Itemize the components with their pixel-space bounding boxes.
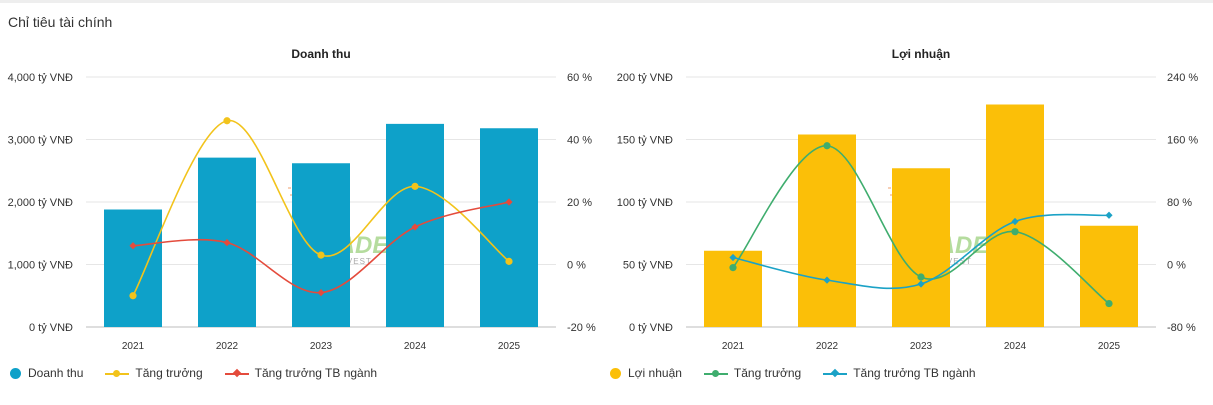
y-right-tick-label: 160 % (1167, 135, 1198, 147)
point-marker (1011, 228, 1019, 236)
legend-label: Doanh thu (28, 366, 84, 380)
legend-item-revenue[interactable]: Doanh thu (10, 366, 83, 380)
point-marker (1011, 217, 1019, 226)
y-right-tick-label: 0 % (1167, 260, 1186, 272)
y-left-tick-label: 0 tỷ VNĐ (29, 322, 73, 334)
revenue-chart-svg: Doanh thu 0 tỷ VNĐ 1,000 tỷ VNĐ 2,000 tỷ VN… (8, 47, 596, 352)
legend-line-diamond-icon (823, 368, 848, 379)
y-left-tick-label: 4,000 tỷ VNĐ (8, 72, 73, 84)
point-marker (917, 273, 925, 281)
y-right-tick-label: 80 % (1167, 197, 1192, 209)
point-marker (1105, 299, 1113, 308)
y-left-tick-label: 2,000 tỷ VNĐ (8, 197, 73, 209)
x-tick-label: 2024 (404, 341, 427, 352)
y-right-tick-label: -20 % (567, 322, 596, 334)
bar-2024 (986, 104, 1044, 327)
point-marker (129, 292, 137, 300)
point-marker (223, 117, 231, 125)
y-right-tick-label: -80 % (1167, 322, 1196, 334)
bar-2021 (104, 209, 162, 327)
y-left-tick-label: 0 tỷ VNĐ (629, 322, 673, 334)
y-left-tick-label: 50 tỷ VNĐ (623, 260, 673, 272)
x-tick-label: 2024 (1004, 341, 1027, 352)
legend-label: Tăng trưởng TB ngành (254, 366, 378, 380)
page-title: Chỉ tiêu tài chính (8, 14, 113, 30)
series-line-0 (732, 144, 1110, 305)
point-marker (917, 280, 925, 288)
chart-title: Lợi nhuận (892, 47, 951, 61)
point-marker (317, 251, 325, 259)
x-tick-label: 2021 (722, 341, 745, 352)
y-right-tick-label: 240 % (1167, 72, 1198, 84)
y-right-tick-label: 40 % (567, 135, 592, 147)
legend-item-industry-growth[interactable]: Tăng trưởng TB ngành (823, 366, 976, 380)
point-marker (729, 264, 737, 272)
x-tick-label: 2025 (498, 341, 521, 352)
top-border (0, 0, 1213, 3)
bar-2022 (798, 134, 856, 327)
profit-chart-svg: Lợi nhuận 0 tỷ VNĐ 50 tỷ VNĐ 100 tỷ VNĐ 150 … (617, 47, 1199, 352)
revenue-chart: Doanh thu 0 tỷ VNĐ 1,000 tỷ VNĐ 2,000 tỷ VN… (0, 40, 600, 402)
x-tick-label: 2023 (910, 341, 933, 352)
legend-label: Tăng trưởng (733, 366, 802, 380)
legend-label: Tăng trưởng (135, 366, 203, 380)
legend-line-diamond-icon (224, 368, 249, 379)
point-marker (1105, 211, 1113, 219)
y-right-tick-label: 0 % (567, 260, 586, 272)
series-line-0 (132, 119, 510, 297)
point-marker (505, 257, 513, 265)
y-right-tick-label: 60 % (567, 72, 592, 84)
point-marker (729, 253, 737, 262)
point-marker (317, 289, 325, 297)
point-marker (129, 242, 137, 250)
y-left-tick-label: 3,000 tỷ VNĐ (8, 135, 73, 147)
legend-item-profit[interactable]: Lợi nhuận (610, 366, 682, 380)
legend-label: Lợi nhuận (628, 366, 682, 380)
x-tick-label: 2022 (816, 341, 839, 352)
bar-2025 (480, 128, 538, 327)
legend-item-industry-growth[interactable]: Tăng trưởng TB ngành (224, 366, 378, 380)
point-marker (823, 142, 831, 150)
y-right-tick-label: 20 % (567, 197, 592, 209)
y-left-tick-label: 150 tỷ VNĐ (617, 135, 673, 147)
bar-2023 (292, 163, 350, 327)
point-marker (411, 182, 419, 190)
profit-chart: Lợi nhuận 0 tỷ VNĐ 50 tỷ VNĐ 100 tỷ VNĐ 150 … (600, 40, 1200, 402)
legend-dot-icon (10, 367, 21, 379)
x-tick-label: 2022 (216, 341, 239, 352)
point-marker (823, 276, 831, 284)
y-left-tick-label: 1,000 tỷ VNĐ (8, 260, 73, 272)
x-tick-label: 2023 (310, 341, 333, 352)
legend-item-growth[interactable]: Tăng trưởng (105, 366, 203, 380)
bar-2023 (892, 168, 950, 327)
revenue-legend: Doanh thu Tăng trưởng Tăng trưởng TB ngà… (10, 366, 399, 380)
legend-label: Tăng trưởng TB ngành (853, 366, 976, 380)
legend-dot-icon (610, 367, 621, 379)
y-left-tick-label: 100 tỷ VNĐ (617, 197, 673, 209)
point-marker (223, 239, 231, 247)
bar-2025 (1080, 225, 1138, 327)
legend-line-circle-icon (703, 368, 728, 379)
legend-item-growth[interactable]: Tăng trưởng (703, 366, 802, 380)
x-tick-label: 2021 (122, 341, 145, 352)
point-marker (411, 223, 419, 231)
chart-title: Doanh thu (291, 47, 350, 61)
profit-legend: Lợi nhuận Tăng trưởng Tăng trưởng TB ngà… (610, 366, 998, 380)
point-marker (505, 198, 513, 206)
legend-line-circle-icon (105, 368, 130, 379)
y-left-tick-label: 200 tỷ VNĐ (617, 72, 673, 84)
x-tick-label: 2025 (1098, 341, 1121, 352)
